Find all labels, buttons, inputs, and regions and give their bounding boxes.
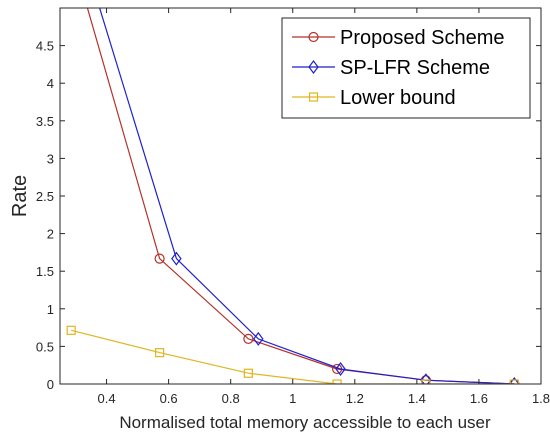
y-tick-label: 3 [47,151,54,166]
x-tick-label: 1.2 [346,391,364,406]
data-point-2-1 [155,348,165,358]
legend: Proposed Scheme SP-LFR Scheme Lower bound [281,17,531,119]
series-layer [66,8,520,384]
legend-marker-2 [308,92,319,102]
legend-label-1: SP-LFR Scheme [340,57,490,79]
x-tick-label: 1 [289,391,296,406]
axes-layer: 0.4 0.6 0.8 1 1.2 1.4 1.6 1.8 0 0.5 1 1.5 2 2.5 3 3.5 4 4… [36,7,550,406]
data-point-0-2 [243,333,254,344]
data-point-0-1 [154,253,165,264]
y-axis-label: Rate [9,175,31,217]
y-tick-label: 2.5 [36,189,54,204]
series-line-2 [71,329,515,384]
y-tick-label: 0.5 [36,339,54,354]
x-tick-label: 1.4 [408,391,426,406]
data-point-2-2 [243,368,253,378]
legend-label-2: Lower bound [340,87,456,109]
legend-marker-0 [308,31,319,43]
x-tick-label: 0.4 [98,391,116,406]
x-tick-label: 1.8 [532,391,550,406]
data-point-1-2 [253,331,264,346]
y-tick-label: 3.5 [36,114,54,129]
y-tick-label: 2 [47,227,54,242]
y-tick-label: 1.5 [36,264,54,279]
data-point-1-1 [171,251,182,266]
legend-label-0: Proposed Scheme [340,27,505,49]
legend-box [281,17,531,119]
data-point-1-5 [509,377,520,384]
data-point-2-4 [421,379,431,384]
y-tick-label: 4.5 [36,39,54,54]
data-point-2-3 [332,379,342,384]
x-axis-label: Normalised total memory accessible to ea… [119,413,491,432]
legend-marker-1 [308,60,319,74]
y-tick-label: 0 [47,377,54,392]
data-point-2-0 [66,325,76,335]
data-point-1-4 [420,373,432,384]
x-tick-label: 0.6 [160,391,178,406]
y-tick-label: 1 [47,302,54,317]
data-point-2-5 [509,379,519,384]
series-line-1 [98,8,515,384]
data-point-1-3 [335,361,346,376]
y-tick-label: 4 [47,76,54,91]
x-tick-label: 1.6 [470,391,488,406]
x-tick-label: 0.8 [222,391,240,406]
